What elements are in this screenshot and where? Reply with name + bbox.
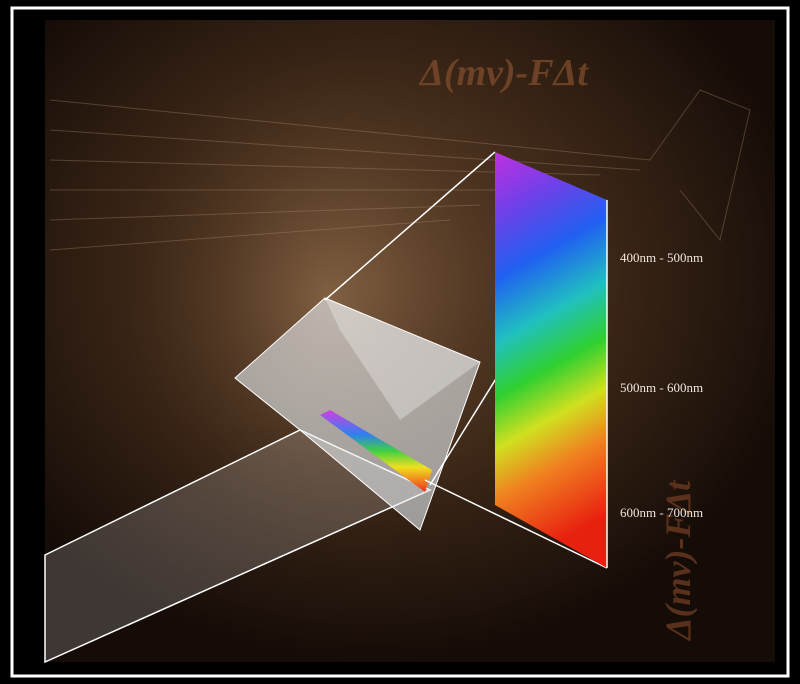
spectrum-label: 600nm - 700nm	[620, 505, 703, 520]
side-formula: Δ(mv)-FΔt	[658, 480, 698, 642]
prism-face	[325, 298, 480, 420]
dispersed-band	[320, 410, 432, 492]
frame	[10, 6, 790, 678]
spectrum-label: 400nm - 500nm	[620, 250, 703, 265]
formula: Δ(mv)-FΔt	[418, 52, 589, 94]
spectrum	[495, 152, 607, 568]
spectrum-label: 500nm - 600nm	[620, 380, 703, 395]
